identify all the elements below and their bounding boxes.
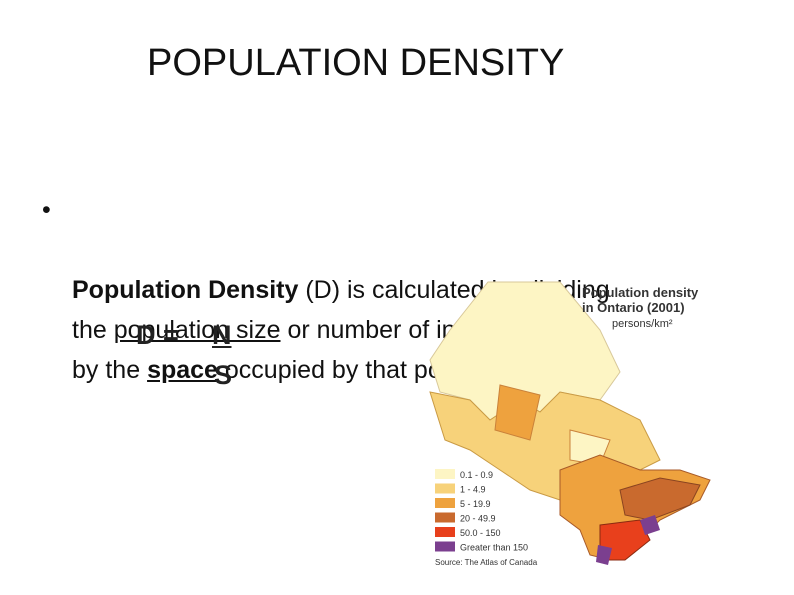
legend-label: 5 - 19.9 [460,499,491,509]
formula: D = N S [136,320,232,444]
text: the [72,316,114,344]
legend-swatch [435,527,455,537]
map-region [640,515,660,535]
map-region [619,477,701,521]
bullet-dot: • [42,196,51,224]
legend-swatch [435,469,455,479]
legend-label: 0.1 - 0.9 [460,470,493,480]
formula-numerator: N [212,320,232,350]
slide-title: POPULATION DENSITY [147,42,565,84]
map-legend: 0.1 - 0.9 1 - 4.9 5 - 19.9 20 - 49.9 50.0 - … [435,469,528,553]
map-unit: persons/km² [612,318,673,330]
text: by the [72,356,148,384]
bold-underlined-text: space [147,356,218,384]
map-region [494,384,541,441]
legend-label: Greater than 150 [460,543,528,553]
legend-swatch [435,512,455,523]
map-source: Source: The Atlas of Canada [435,558,538,567]
formula-lhs: D = [136,320,179,350]
legend-swatch [435,498,455,508]
map-title: in Ontario (2001) [582,300,685,315]
map-title: Population density [582,285,699,300]
map-region [596,545,612,565]
underlined-text: population size [113,316,281,344]
legend-swatch [435,483,455,494]
legend-swatch [435,541,455,552]
legend-label: 50.0 - 150 [460,528,501,538]
legend-label: 20 - 49.9 [460,514,496,524]
formula-denominator: S [214,360,233,390]
legend-label: 1 - 4.9 [460,485,486,495]
bold-text: Population Density [72,276,299,304]
